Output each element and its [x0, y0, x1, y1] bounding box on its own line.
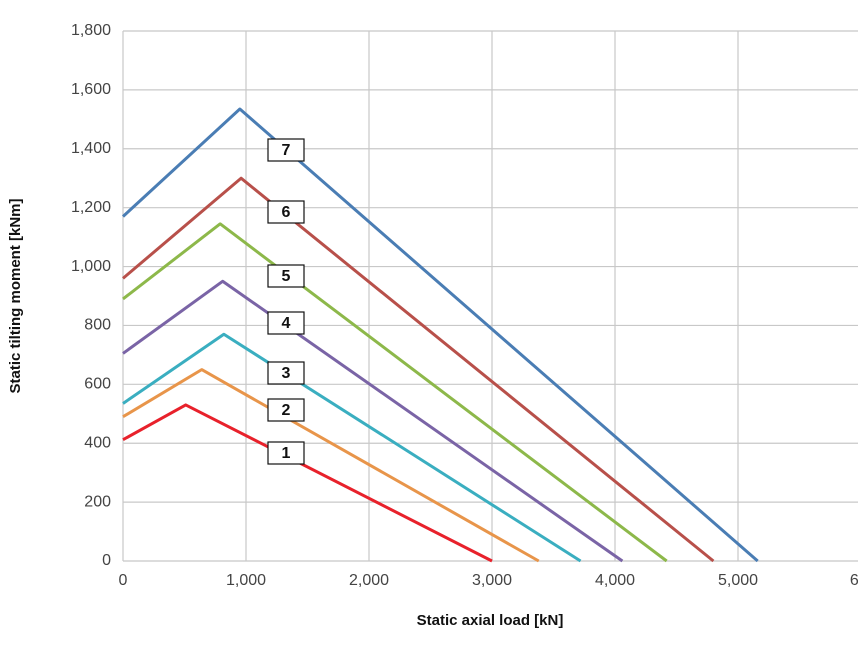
- series-label-box: [267, 311, 305, 335]
- x-tick-label: 2,000: [349, 572, 389, 589]
- series-label: 6: [282, 204, 291, 221]
- series-label-box: [267, 264, 305, 288]
- y-tick-label: 200: [84, 493, 111, 510]
- series-label: 1: [282, 445, 291, 462]
- y-axis-title: Static tilting moment [kNm]: [7, 198, 24, 393]
- series-label: 2: [282, 402, 291, 419]
- series-label-box: [267, 361, 305, 385]
- y-tick-label: 1,000: [71, 258, 111, 275]
- y-tick-label: 1,600: [71, 81, 111, 98]
- y-tick-label: 600: [84, 376, 111, 393]
- x-tick-label: 1,000: [226, 572, 266, 589]
- x-axis-title: Static axial load [kN]: [417, 612, 564, 629]
- series-label: 5: [282, 268, 291, 285]
- y-tick-label: 1,200: [71, 199, 111, 216]
- series-line: [122, 176, 715, 563]
- x-tick-label: 6,0: [850, 572, 858, 589]
- y-tick-label: 1,400: [71, 140, 111, 157]
- series-label-box: [267, 200, 305, 224]
- y-tick-label: 1,800: [71, 22, 111, 39]
- series-label-box: [267, 441, 305, 465]
- x-tick-label: 4,000: [595, 572, 635, 589]
- x-tick-label: 5,000: [718, 572, 758, 589]
- y-tick-label: 800: [84, 317, 111, 334]
- y-tick-label: 0: [102, 552, 111, 569]
- series-label-box: [267, 138, 305, 162]
- series-line: [122, 368, 540, 563]
- y-tick-label: 400: [84, 434, 111, 451]
- series-line: [122, 403, 493, 563]
- series-line: [121, 107, 759, 563]
- series-label: 7: [282, 142, 291, 159]
- series-label-box: [267, 398, 305, 422]
- series-label: 3: [282, 365, 291, 382]
- x-tick-label: 3,000: [472, 572, 512, 589]
- x-tick-label: 0: [119, 572, 128, 589]
- series-label: 4: [282, 315, 291, 332]
- series-line: [122, 222, 668, 563]
- series-line: [122, 332, 582, 563]
- series-line: [122, 279, 624, 563]
